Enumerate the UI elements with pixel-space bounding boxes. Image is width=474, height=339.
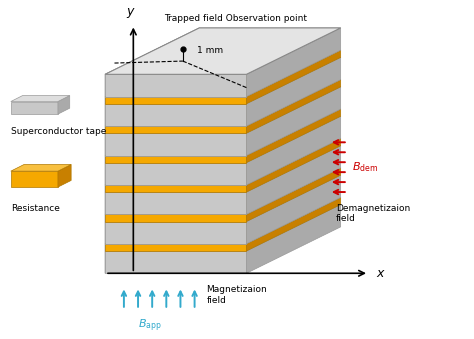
Polygon shape [11, 164, 71, 171]
Polygon shape [105, 50, 341, 97]
Polygon shape [105, 109, 341, 156]
Polygon shape [105, 192, 246, 214]
Polygon shape [105, 87, 341, 133]
Text: $B_{\mathrm{app}}$: $B_{\mathrm{app}}$ [138, 318, 162, 335]
Polygon shape [105, 244, 246, 251]
Polygon shape [105, 97, 246, 104]
Polygon shape [105, 204, 341, 251]
Polygon shape [105, 156, 246, 163]
Polygon shape [105, 146, 341, 192]
Polygon shape [246, 80, 341, 133]
Polygon shape [105, 168, 341, 214]
Polygon shape [105, 28, 341, 74]
Text: Superconductor tape: Superconductor tape [11, 127, 106, 136]
Polygon shape [246, 116, 341, 185]
Polygon shape [11, 171, 58, 187]
Polygon shape [246, 28, 341, 97]
Polygon shape [105, 197, 341, 244]
Polygon shape [105, 139, 341, 185]
Text: Trapped field Observation point: Trapped field Observation point [164, 14, 307, 23]
Polygon shape [105, 28, 199, 273]
Text: $x$: $x$ [376, 267, 386, 280]
Polygon shape [11, 96, 70, 101]
Text: Resistance: Resistance [11, 204, 60, 213]
Text: Magnetizaion
field: Magnetizaion field [206, 285, 267, 304]
Polygon shape [246, 175, 341, 244]
Polygon shape [246, 197, 341, 251]
Polygon shape [246, 146, 341, 214]
Text: Demagnetizaion
field: Demagnetizaion field [336, 204, 410, 223]
Polygon shape [105, 74, 246, 97]
Polygon shape [246, 139, 341, 192]
Polygon shape [246, 109, 341, 163]
Polygon shape [105, 133, 246, 156]
Polygon shape [105, 185, 246, 192]
Polygon shape [105, 221, 246, 244]
Polygon shape [105, 104, 246, 126]
Polygon shape [105, 163, 246, 185]
Polygon shape [246, 204, 341, 273]
Text: 1 mm: 1 mm [197, 46, 223, 55]
Polygon shape [105, 126, 246, 133]
Polygon shape [105, 251, 246, 273]
Polygon shape [246, 168, 341, 221]
Polygon shape [58, 96, 70, 114]
Polygon shape [11, 101, 58, 114]
Polygon shape [105, 57, 341, 104]
Polygon shape [105, 80, 341, 126]
Polygon shape [105, 116, 341, 163]
Text: $y$: $y$ [126, 6, 136, 20]
Polygon shape [105, 175, 341, 221]
Polygon shape [105, 28, 341, 74]
Polygon shape [58, 164, 71, 187]
Polygon shape [246, 87, 341, 156]
Polygon shape [246, 50, 341, 104]
Polygon shape [246, 57, 341, 126]
Text: $B_{\mathrm{dem}}$: $B_{\mathrm{dem}}$ [353, 160, 379, 174]
Polygon shape [105, 214, 246, 221]
